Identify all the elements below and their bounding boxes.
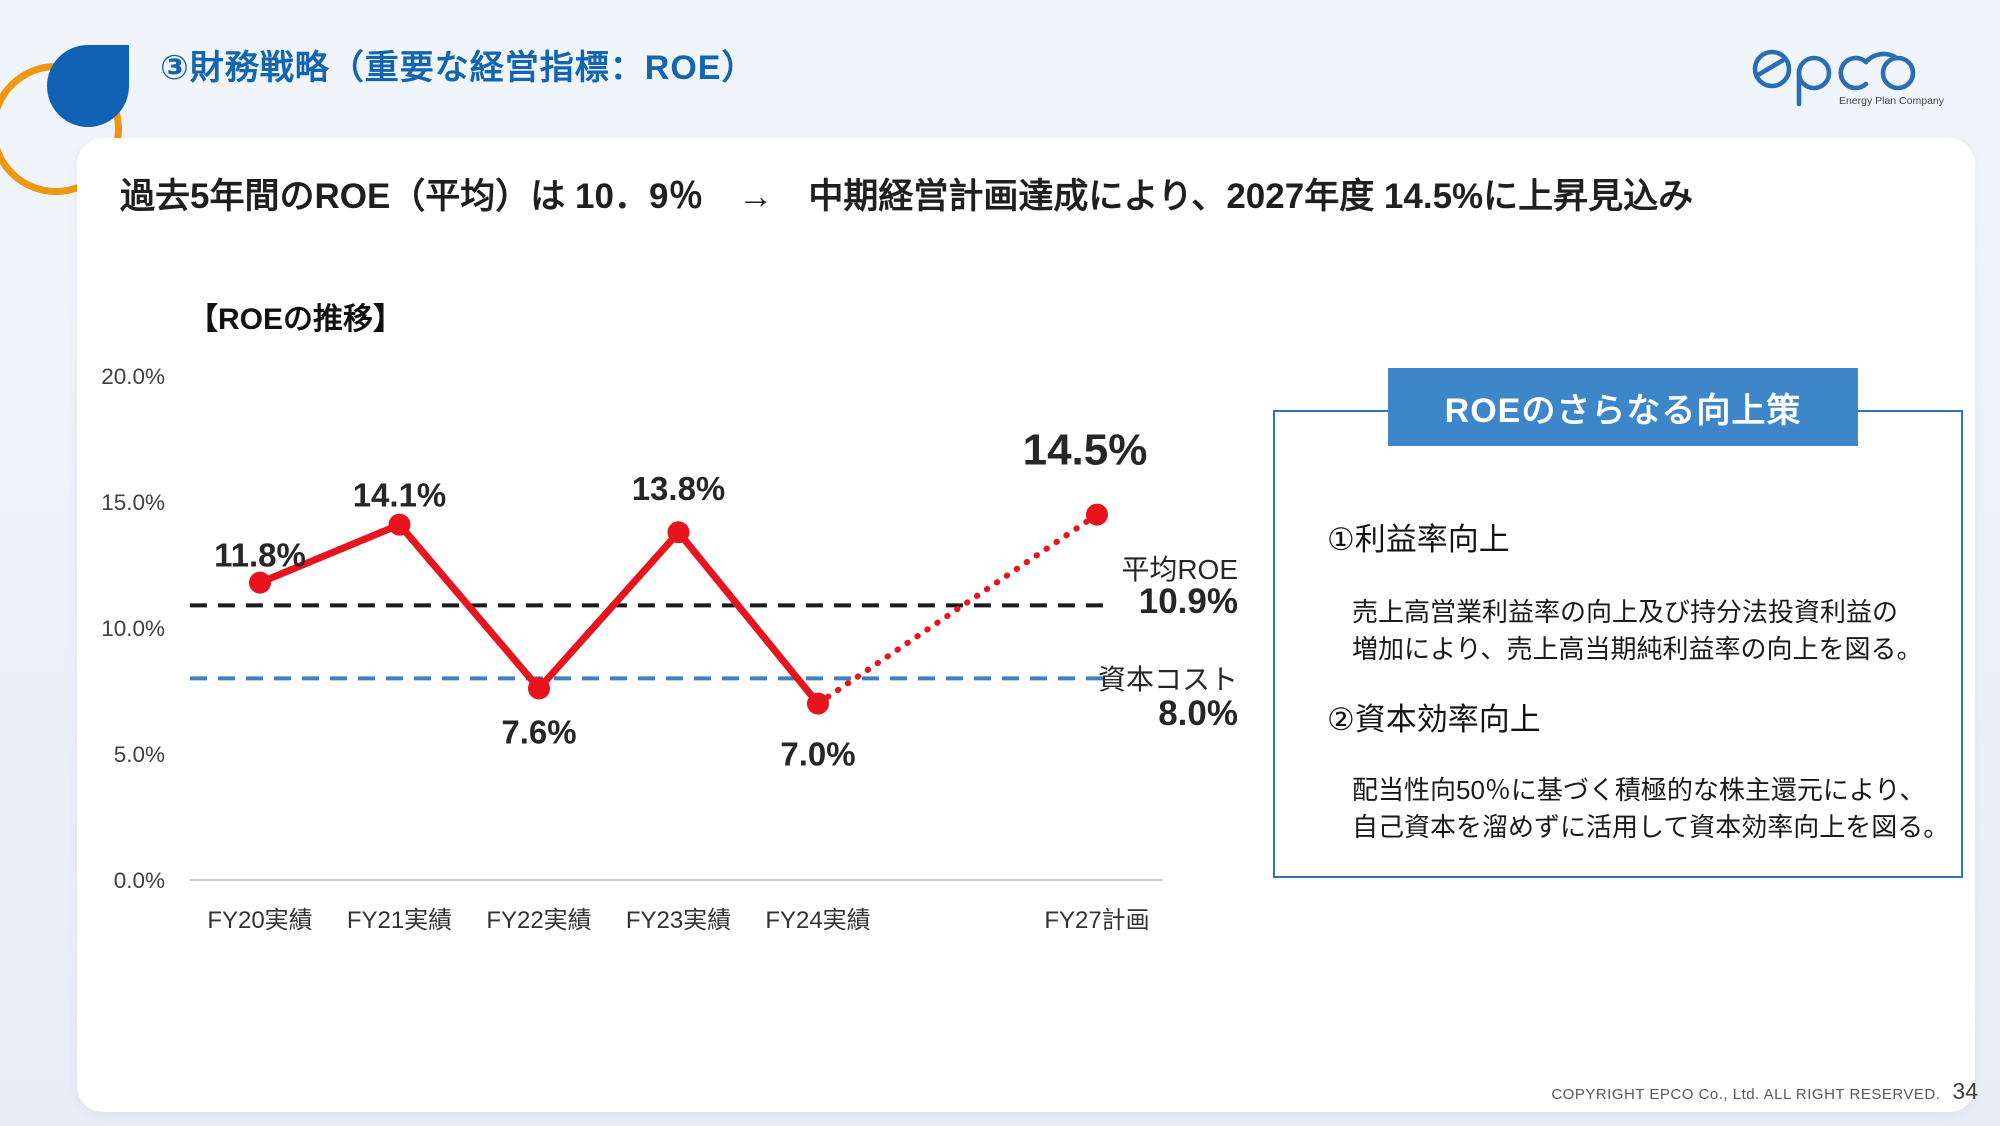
slide-title: ③財務戦略（重要な経営指標：ROE） bbox=[160, 49, 757, 87]
improvement-panel-title: ROEのさらなる向上策 bbox=[1444, 391, 1802, 430]
x-tick-label: FY24実績 bbox=[765, 907, 870, 934]
data-point-FY24実績 bbox=[807, 692, 829, 715]
epco-logo: Energy Plan Company bbox=[1746, 38, 1946, 112]
logo-tagline: Energy Plan Company bbox=[1839, 95, 1945, 107]
improvement-panel-header: ROEのさらなる向上策 bbox=[1388, 368, 1858, 446]
avg-roe-label: 平均ROE bbox=[1121, 554, 1238, 585]
page-number: 34 bbox=[1952, 1078, 1978, 1104]
y-tick-label: 20.0% bbox=[101, 364, 165, 389]
footer: COPYRIGHT EPCO Co., Ltd. ALL RIGHT RESER… bbox=[1100, 1078, 1978, 1105]
y-tick-label: 0.0% bbox=[114, 868, 165, 893]
roe-line-chart: 11.8% 14.1% 7.6% 13.8% 7.0% 14.5% 0.0% 5.0% 10.0… bbox=[101, 364, 1163, 934]
avg-roe-value: 10.9% bbox=[1138, 582, 1238, 621]
data-label-FY21実績: 14.1% bbox=[353, 477, 447, 514]
chart-title: 【ROEの推移】 bbox=[188, 303, 404, 336]
panel-item-2-body: 配当性向50％に基づく積極的な株主還元により、 自己資本を溜めずに活用して資本効… bbox=[1352, 775, 1950, 842]
x-tick-label: FY21実績 bbox=[347, 907, 452, 934]
copyright-text: COPYRIGHT EPCO Co., Ltd. ALL RIGHT RESER… bbox=[1551, 1086, 1941, 1103]
capital-cost-value: 8.0% bbox=[1158, 694, 1238, 733]
panel-item-1-heading: ①利益率向上 bbox=[1327, 522, 1510, 557]
x-tick-label: FY23実績 bbox=[626, 907, 731, 934]
key-message: 過去5年間のROE（平均）は 10．9％ → 中期経営計画達成により、2027年… bbox=[120, 177, 1694, 216]
data-label-FY20実績: 11.8% bbox=[214, 537, 306, 574]
panel-item-1-body: 売上高営業利益率の向上及び持分法投資利益の 増加により、売上高当期純利益率の向上… bbox=[1352, 597, 1923, 664]
data-point-FY27計画 bbox=[1086, 503, 1108, 526]
data-point-FY22実績 bbox=[528, 677, 550, 700]
y-tick-label: 10.0% bbox=[101, 616, 165, 641]
data-point-FY20実績 bbox=[249, 571, 271, 594]
x-tick-label: FY20実績 bbox=[207, 907, 312, 934]
data-label-FY23実績: 13.8% bbox=[632, 470, 726, 507]
teardrop-decoration bbox=[47, 45, 129, 127]
epco-logo-icon: Energy Plan Company bbox=[1752, 49, 1945, 107]
x-tick-label: FY22実績 bbox=[486, 907, 591, 934]
data-label-FY27計画: 14.5% bbox=[1023, 426, 1148, 475]
capital-cost-label: 資本コスト bbox=[1097, 664, 1238, 695]
x-tick-label: FY27計画 bbox=[1044, 907, 1149, 934]
y-tick-label: 15.0% bbox=[101, 490, 165, 515]
panel-item-2-heading: ②資本効率向上 bbox=[1327, 702, 1541, 737]
improvement-panel bbox=[1273, 410, 1963, 878]
data-point-FY21実績 bbox=[388, 513, 411, 536]
projection-segment bbox=[815, 511, 1100, 707]
y-tick-label: 5.0% bbox=[114, 742, 165, 767]
data-label-FY22実績: 7.6% bbox=[501, 713, 576, 750]
data-point-FY23実績 bbox=[667, 521, 690, 544]
data-label-FY24実績: 7.0% bbox=[780, 736, 855, 773]
